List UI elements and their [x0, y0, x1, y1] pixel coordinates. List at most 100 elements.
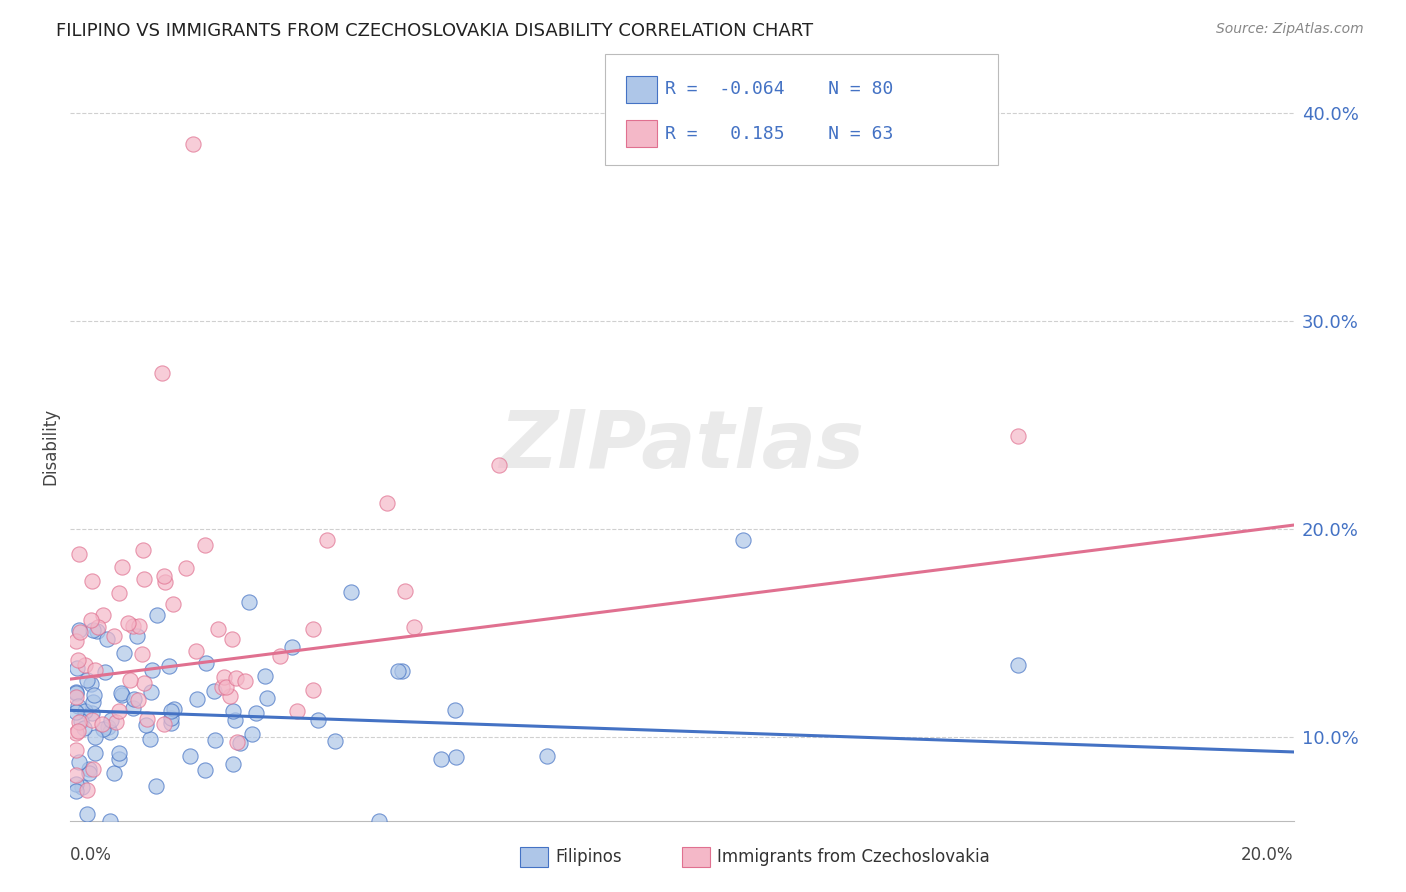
Point: [307, 713, 329, 727]
Point: [86, 624, 108, 639]
Point: [73, 657, 96, 672]
Point: [302, 622, 325, 636]
Point: [146, 608, 169, 623]
Point: [65, 784, 87, 798]
Text: Source: ZipAtlas.com: Source: ZipAtlas.com: [1216, 22, 1364, 37]
Point: [66, 723, 89, 738]
Point: [98, 814, 121, 828]
Point: [117, 615, 139, 630]
Point: [65, 777, 87, 791]
Point: [66, 661, 89, 675]
Point: [94, 665, 117, 680]
Point: [207, 622, 229, 636]
Point: [108, 752, 131, 766]
Point: [1007, 657, 1029, 672]
Text: ZIPatlas: ZIPatlas: [499, 407, 865, 485]
Point: [82, 706, 104, 720]
Point: [181, 137, 204, 152]
Point: [73, 704, 96, 718]
Point: [96, 632, 118, 646]
Text: Filipinos: Filipinos: [555, 848, 621, 866]
Point: [222, 704, 245, 718]
Point: [214, 670, 236, 684]
Point: [65, 684, 87, 698]
Point: [108, 585, 131, 599]
Point: [97, 720, 120, 734]
Point: [105, 715, 128, 730]
Point: [76, 783, 98, 797]
Point: [65, 686, 87, 700]
Text: R =  -0.064    N = 80: R = -0.064 N = 80: [665, 80, 893, 98]
Point: [122, 692, 145, 706]
Point: [82, 623, 104, 637]
Point: [91, 723, 114, 737]
Point: [153, 568, 176, 582]
Point: [67, 623, 90, 637]
Point: [145, 779, 167, 793]
Point: [194, 763, 217, 777]
Point: [269, 648, 291, 663]
Point: [135, 718, 157, 732]
Point: [228, 736, 250, 750]
Point: [110, 686, 132, 700]
Point: [87, 620, 110, 634]
Point: [240, 726, 263, 740]
Point: [280, 640, 302, 655]
Point: [134, 676, 156, 690]
Point: [67, 755, 90, 769]
Point: [82, 762, 104, 776]
Point: [155, 575, 177, 590]
Point: [256, 691, 278, 706]
Point: [83, 731, 105, 745]
Point: [157, 659, 180, 673]
Point: [368, 814, 391, 828]
Point: [162, 597, 184, 611]
Point: [65, 725, 87, 739]
Text: R =   0.185    N = 63: R = 0.185 N = 63: [665, 125, 893, 143]
Point: [139, 685, 162, 699]
Point: [91, 607, 114, 622]
Point: [76, 807, 98, 822]
Point: [73, 721, 96, 735]
Point: [128, 619, 150, 633]
Point: [1007, 428, 1029, 442]
Point: [202, 683, 225, 698]
Point: [80, 677, 103, 691]
Point: [66, 653, 89, 667]
Point: [91, 716, 114, 731]
Point: [163, 702, 186, 716]
Point: [221, 632, 243, 646]
Point: [76, 673, 98, 688]
Point: [66, 698, 89, 713]
Point: [444, 750, 467, 764]
Point: [238, 595, 260, 609]
Point: [194, 656, 217, 670]
Point: [536, 749, 558, 764]
Point: [67, 547, 90, 561]
Point: [226, 734, 249, 748]
Point: [340, 584, 363, 599]
Point: [391, 664, 413, 678]
Point: [121, 701, 143, 715]
Point: [83, 689, 105, 703]
Point: [233, 674, 256, 689]
Point: [69, 714, 91, 728]
Point: [82, 714, 104, 728]
Point: [103, 765, 125, 780]
Point: [111, 560, 134, 574]
Point: [245, 706, 267, 720]
Point: [159, 704, 181, 718]
Point: [70, 780, 93, 794]
Point: [159, 716, 181, 731]
Point: [222, 756, 245, 771]
Point: [387, 664, 409, 678]
Point: [430, 752, 453, 766]
Point: [443, 703, 465, 717]
Point: [131, 647, 153, 661]
Point: [103, 629, 125, 643]
Point: [404, 619, 426, 633]
Point: [225, 671, 247, 685]
Y-axis label: Disability: Disability: [41, 408, 59, 484]
Text: 20.0%: 20.0%: [1241, 846, 1294, 863]
Point: [253, 669, 276, 683]
